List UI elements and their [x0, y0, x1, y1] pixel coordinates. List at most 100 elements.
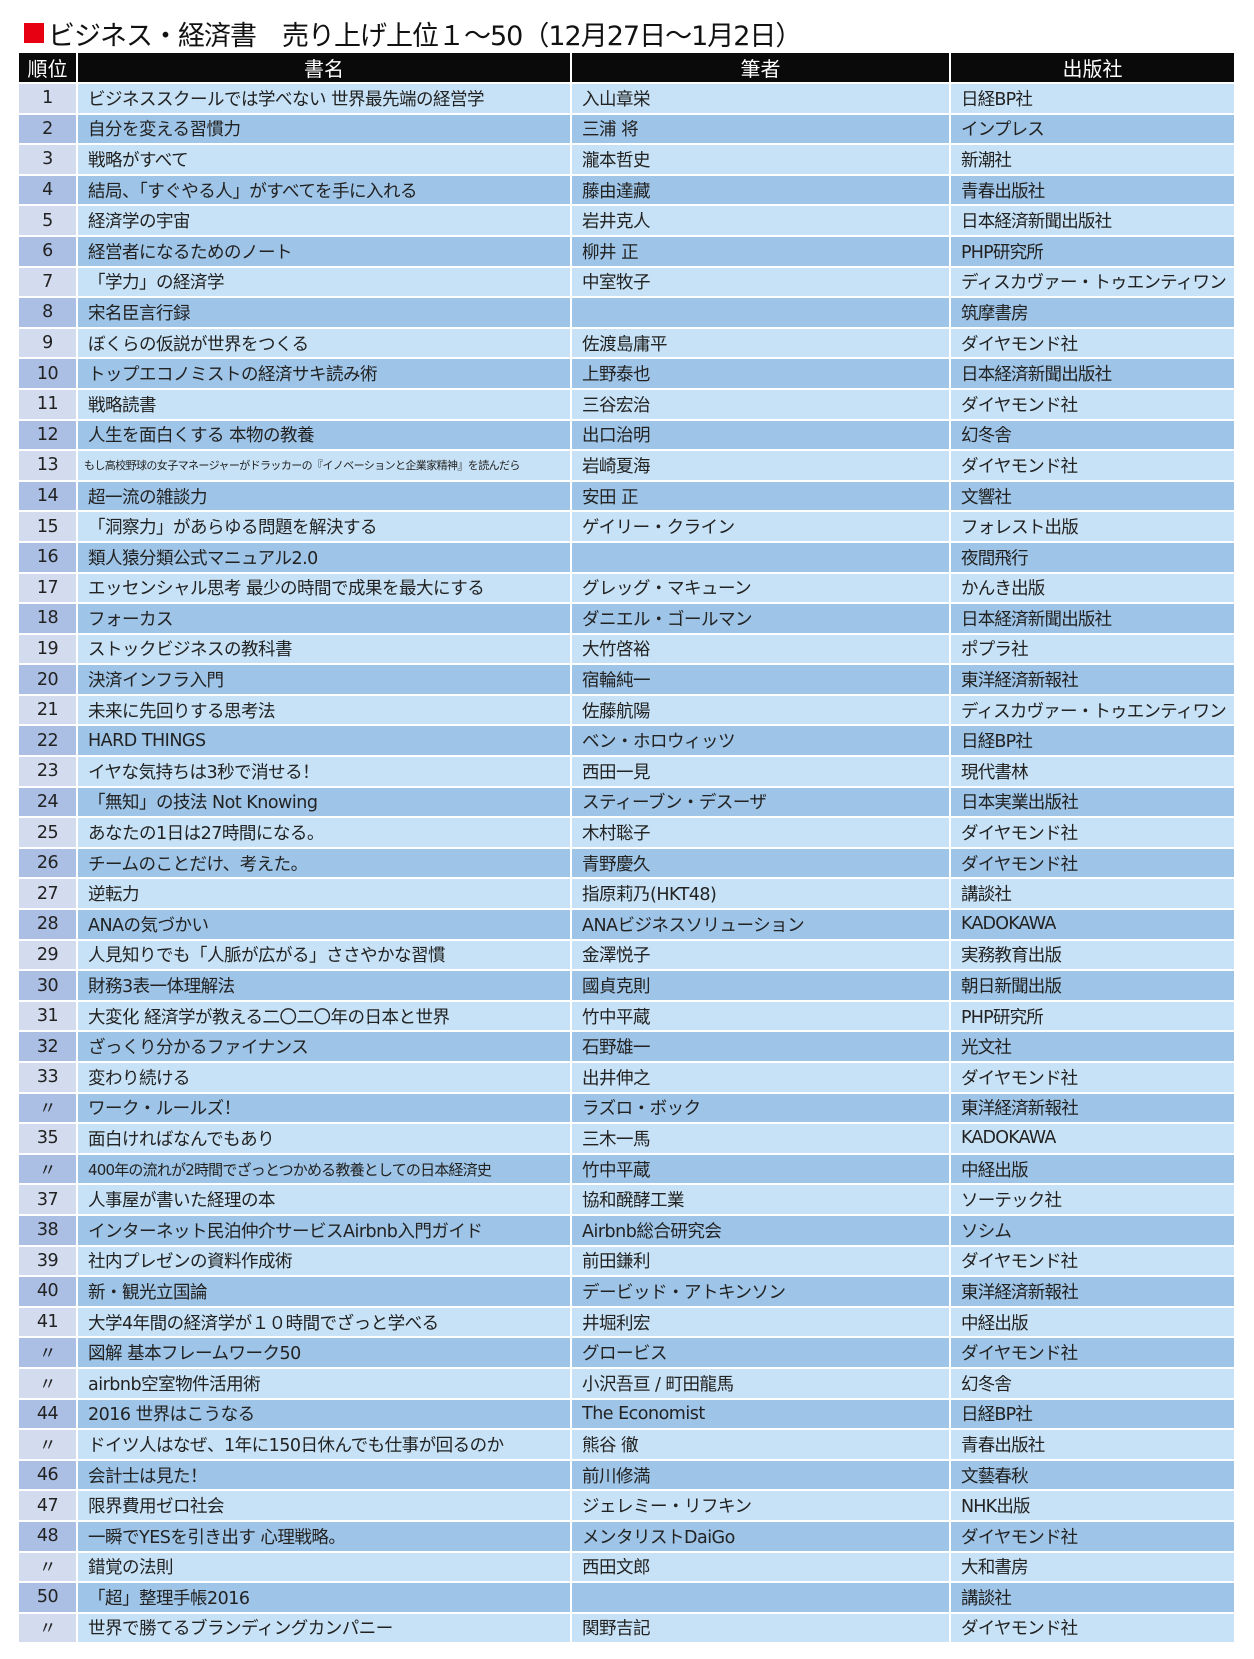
- rank-cell: 9: [19, 326, 77, 359]
- publisher-cell: 講談社: [949, 1581, 1234, 1613]
- book-title-cell: 図解 基本フレームワーク50: [76, 1336, 571, 1368]
- table-row: 30 財務3表一体理解法 國貞克則 朝日新聞出版: [19, 969, 1234, 1001]
- book-title-cell: ドイツ人はなぜ、1年に150日休んでも仕事が回るのか: [76, 1428, 571, 1460]
- author-cell: ダニエル・ゴールマン: [570, 602, 950, 634]
- publisher-cell: ソシム: [949, 1213, 1234, 1246]
- rank-cell: 26: [19, 846, 77, 879]
- rank-cell: 35: [19, 1122, 77, 1154]
- table-row: 35 面白ければなんでもあり 三木一馬 KADOKAWA: [19, 1122, 1234, 1154]
- book-title-cell: 人見知りでも「人脈が広がる」ささやかな習慣: [76, 938, 571, 971]
- rank-cell: 13: [19, 449, 77, 481]
- table-row: 37 人事屋が書いた経理の本 協和醗酵工業 ソーテック社: [19, 1183, 1234, 1215]
- publisher-cell: 日経BP社: [949, 724, 1234, 757]
- table-row: 40 新・観光立国論 デービッド・アトキンソン 東洋経済新報社: [19, 1275, 1234, 1307]
- rank-cell: 〃: [19, 1152, 77, 1185]
- author-cell: 前川修満: [570, 1458, 950, 1491]
- header-title: 書名: [76, 53, 571, 83]
- book-title-cell: 面白ければなんでもあり: [76, 1122, 571, 1154]
- table-row: 21 未来に先回りする思考法 佐藤航陽 ディスカヴァー・トゥエンティワン: [19, 693, 1234, 726]
- publisher-cell: 新潮社: [949, 143, 1234, 175]
- publisher-cell: 筑摩書房: [949, 296, 1234, 328]
- rank-cell: 〃: [19, 1550, 77, 1583]
- rank-cell: 〃: [19, 1366, 77, 1399]
- publisher-cell: ディスカヴァー・トゥエンティワン: [949, 265, 1234, 298]
- publisher-cell: 日本経済新聞出版社: [949, 602, 1234, 634]
- table-row: 6 経営者になるためのノート 柳井 正 PHP研究所: [19, 234, 1234, 267]
- table-row: 3 戦略がすべて 瀧本哲史 新潮社: [19, 143, 1234, 175]
- author-cell: [570, 540, 950, 573]
- publisher-cell: ダイヤモンド社: [949, 1611, 1234, 1643]
- book-title-cell: インターネット民泊仲介サービスAirbnb入門ガイド: [76, 1213, 571, 1246]
- book-title-cell: 世界で勝てるブランディングカンパニー: [76, 1611, 571, 1643]
- author-cell: 藤由達藏: [570, 173, 950, 206]
- rank-cell: 44: [19, 1397, 77, 1430]
- book-title-cell: 宋名臣言行録: [76, 296, 571, 328]
- rank-cell: 39: [19, 1244, 77, 1277]
- table-row: 18 フォーカス ダニエル・ゴールマン 日本経済新聞出版社: [19, 602, 1234, 634]
- book-title-cell: 「学力」の経済学: [76, 265, 571, 298]
- publisher-cell: 東洋経済新報社: [949, 1275, 1234, 1307]
- book-title-cell: ANAの気づかい: [76, 908, 571, 940]
- book-title-cell: 2016 世界はこうなる: [76, 1397, 571, 1430]
- author-cell: 瀧本哲史: [570, 143, 950, 175]
- book-title-cell: 社内プレゼンの資料作成術: [76, 1244, 571, 1277]
- table-row: 19 ストックビジネスの教科書 大竹啓裕 ポプラ社: [19, 632, 1234, 665]
- rank-cell: 47: [19, 1489, 77, 1521]
- rank-cell: 27: [19, 877, 77, 910]
- author-cell: 宿輪純一: [570, 663, 950, 695]
- author-cell: 前田鎌利: [570, 1244, 950, 1277]
- table-row: 〃 400年の流れが2時間でざっとつかめる教養としての日本経済史 竹中平蔵 中経出版: [19, 1152, 1234, 1185]
- table-row: 〃世界で勝てるブランディングカンパニー 関野吉記 ダイヤモンド社: [19, 1611, 1234, 1643]
- book-title-cell: 大学4年間の経済学が１０時間でざっと学べる: [76, 1305, 571, 1338]
- author-cell: 岩崎夏海: [570, 449, 950, 481]
- author-cell: 小沢吾亘 / 町田龍馬: [570, 1366, 950, 1399]
- table-row: 26 チームのことだけ、考えた。 青野慶久 ダイヤモンド社: [19, 846, 1234, 879]
- rank-cell: 48: [19, 1519, 77, 1552]
- rank-cell: 11: [19, 387, 77, 420]
- publisher-cell: 朝日新聞出版: [949, 969, 1234, 1001]
- author-cell: 木村聡子: [570, 816, 950, 848]
- table-row: 31 大変化 経済学が教える二〇二〇年の日本と世界 竹中平蔵 PHP研究所: [19, 999, 1234, 1032]
- ranking-table: 順位 書名 筆者 出版社 1 ビジネススクールでは学べない 世界最先端の経営学 入山…: [19, 53, 1234, 1643]
- publisher-cell: 日本経済新聞出版社: [949, 357, 1234, 389]
- author-cell: 岩井克人: [570, 204, 950, 236]
- table-row: 28 ANAの気づかい ANAビジネスソリューション KADOKAWA: [19, 908, 1234, 940]
- book-title-cell: 類人猿分類公式マニュアル2.0: [76, 540, 571, 573]
- book-title-cell: 大変化 経済学が教える二〇二〇年の日本と世界: [76, 999, 571, 1032]
- author-cell: 熊谷 徹: [570, 1428, 950, 1460]
- rank-cell: 4: [19, 173, 77, 206]
- book-title-cell: 「洞察力」があらゆる問題を解決する: [76, 510, 571, 542]
- table-row: 33 変わり続ける 出井伸之 ダイヤモンド社: [19, 1061, 1234, 1093]
- rank-cell: 20: [19, 663, 77, 695]
- table-row: 23 イヤな気持ちは3秒で消せる！ 西田一見 現代書林: [19, 755, 1234, 787]
- table-row: 25 あなたの1日は27時間になる。 木村聡子 ダイヤモンド社: [19, 816, 1234, 848]
- publisher-cell: インプレス: [949, 112, 1234, 145]
- publisher-cell: 光文社: [949, 1030, 1234, 1062]
- publisher-cell: ポプラ社: [949, 632, 1234, 665]
- author-cell: 三谷宏治: [570, 387, 950, 420]
- rank-cell: 37: [19, 1183, 77, 1215]
- table-row: 10 トップエコノミストの経済サキ読み術 上野泰也 日本経済新聞出版社: [19, 357, 1234, 389]
- table-body: 1 ビジネススクールでは学べない 世界最先端の経営学 入山章栄 日経BP社 2 自分を変え…: [19, 82, 1234, 1643]
- book-title-cell: ワーク・ルールズ！: [76, 1091, 571, 1124]
- book-title-cell: イヤな気持ちは3秒で消せる！: [76, 755, 571, 787]
- publisher-cell: 夜間飛行: [949, 540, 1234, 573]
- table-row: 8 宋名臣言行録 筑摩書房: [19, 296, 1234, 328]
- rank-cell: 22: [19, 724, 77, 757]
- rank-cell: 12: [19, 418, 77, 451]
- publisher-cell: ソーテック社: [949, 1183, 1234, 1215]
- rank-cell: 2: [19, 112, 77, 145]
- author-cell: スティーブン・デスーザ: [570, 785, 950, 818]
- book-title-cell: 変わり続ける: [76, 1061, 571, 1093]
- publisher-cell: 日経BP社: [949, 1397, 1234, 1430]
- table-row: 15 「洞察力」があらゆる問題を解決する ゲイリー・クライン フォレスト出版: [19, 510, 1234, 542]
- book-title-cell: 決済インフラ入門: [76, 663, 571, 695]
- author-cell: ジェレミー・リフキン: [570, 1489, 950, 1521]
- rank-cell: 3: [19, 143, 77, 175]
- publisher-cell: KADOKAWA: [949, 908, 1234, 940]
- author-cell: 三木一馬: [570, 1122, 950, 1154]
- red-square-icon: [24, 23, 44, 43]
- book-title-cell: エッセンシャル思考 最少の時間で成果を最大にする: [76, 571, 571, 604]
- table-row: 47 限界費用ゼロ社会 ジェレミー・リフキン NHK出版: [19, 1489, 1234, 1521]
- publisher-cell: 大和書房: [949, 1550, 1234, 1583]
